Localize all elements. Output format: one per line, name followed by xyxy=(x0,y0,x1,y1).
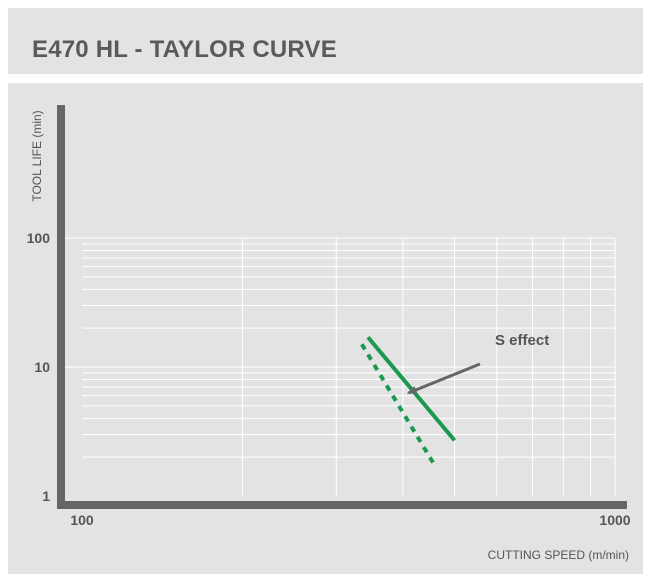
series-layer xyxy=(360,335,457,468)
label-layer: S effect 1 10 100 100 1000 CUTTING SPEED (m/mi… xyxy=(27,110,631,562)
x-axis xyxy=(57,501,627,509)
x-tick-label: 1000 xyxy=(599,512,630,528)
x-axis-label: CUTTING SPEED (m/min) xyxy=(488,548,629,562)
chart-title: E470 HL - TAYLOR CURVE xyxy=(32,36,337,63)
y-tick-label: 10 xyxy=(34,359,50,375)
series-solid-line xyxy=(366,335,457,442)
title-bar: E470 HL - TAYLOR CURVE xyxy=(8,8,643,74)
y-axis-label: TOOL LIFE (min) xyxy=(30,110,44,201)
y-axis xyxy=(57,105,65,505)
y-tick-label: 1 xyxy=(42,488,50,504)
annotation-label: S effect xyxy=(495,332,549,349)
y-tick-label: 100 xyxy=(27,230,51,246)
annotation-arrow xyxy=(406,362,481,395)
axes-layer xyxy=(57,105,627,509)
grid-layer xyxy=(62,237,616,496)
x-tick-label: 100 xyxy=(70,512,94,528)
